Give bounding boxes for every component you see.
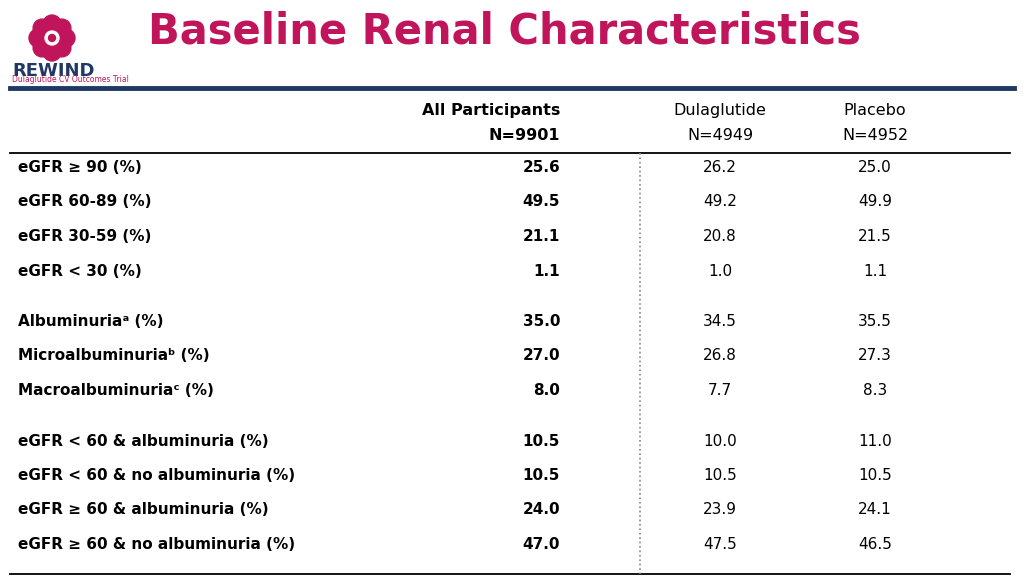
Circle shape [45, 31, 59, 45]
Text: 10.5: 10.5 [858, 468, 892, 483]
Text: Placebo: Placebo [844, 103, 906, 118]
Text: 27.0: 27.0 [522, 348, 560, 363]
Text: 1.0: 1.0 [708, 263, 732, 279]
Text: Macroalbuminuriaᶜ (%): Macroalbuminuriaᶜ (%) [18, 383, 214, 398]
Text: N=4949: N=4949 [687, 128, 753, 143]
Text: 20.8: 20.8 [703, 229, 737, 244]
Circle shape [40, 26, 63, 50]
Text: 25.0: 25.0 [858, 160, 892, 175]
Text: 21.5: 21.5 [858, 229, 892, 244]
Text: N=9901: N=9901 [488, 128, 560, 143]
Text: 26.2: 26.2 [703, 160, 737, 175]
Text: Dulaglutide: Dulaglutide [674, 103, 766, 118]
Circle shape [53, 19, 71, 37]
Text: N=4952: N=4952 [842, 128, 908, 143]
Circle shape [43, 15, 61, 33]
Text: Microalbuminuriaᵇ (%): Microalbuminuriaᵇ (%) [18, 348, 210, 363]
Text: eGFR ≥ 90 (%): eGFR ≥ 90 (%) [18, 160, 141, 175]
Text: eGFR < 60 & no albuminuria (%): eGFR < 60 & no albuminuria (%) [18, 468, 295, 483]
Text: 35.0: 35.0 [522, 314, 560, 329]
Text: 10.5: 10.5 [522, 434, 560, 449]
Text: eGFR 60-89 (%): eGFR 60-89 (%) [18, 195, 152, 210]
Circle shape [57, 29, 75, 47]
Text: 24.1: 24.1 [858, 502, 892, 517]
Text: 49.9: 49.9 [858, 195, 892, 210]
Text: eGFR 30-59 (%): eGFR 30-59 (%) [18, 229, 152, 244]
Text: 1.1: 1.1 [863, 263, 887, 279]
Text: 10.5: 10.5 [522, 468, 560, 483]
Text: All Participants: All Participants [422, 103, 560, 118]
Text: 24.0: 24.0 [522, 502, 560, 517]
Text: 7.7: 7.7 [708, 383, 732, 398]
Text: 34.5: 34.5 [703, 314, 737, 329]
Text: Dulaglutide CV Outcomes Trial: Dulaglutide CV Outcomes Trial [12, 75, 129, 84]
Text: 10.5: 10.5 [703, 468, 737, 483]
Text: Baseline Renal Characteristics: Baseline Renal Characteristics [148, 10, 861, 52]
Text: REWIND: REWIND [12, 62, 94, 80]
Text: 46.5: 46.5 [858, 537, 892, 552]
Text: 8.3: 8.3 [863, 383, 887, 398]
Text: 26.8: 26.8 [703, 348, 737, 363]
Text: eGFR ≥ 60 & albuminuria (%): eGFR ≥ 60 & albuminuria (%) [18, 502, 268, 517]
Circle shape [33, 39, 51, 57]
Text: eGFR < 60 & albuminuria (%): eGFR < 60 & albuminuria (%) [18, 434, 268, 449]
Text: 49.5: 49.5 [522, 195, 560, 210]
Text: 23.9: 23.9 [703, 502, 737, 517]
Text: eGFR ≥ 60 & no albuminuria (%): eGFR ≥ 60 & no albuminuria (%) [18, 537, 295, 552]
Text: Albuminuriaᵃ (%): Albuminuriaᵃ (%) [18, 314, 164, 329]
Text: 10.0: 10.0 [703, 434, 737, 449]
Text: eGFR < 30 (%): eGFR < 30 (%) [18, 263, 141, 279]
Text: 8.0: 8.0 [534, 383, 560, 398]
Circle shape [29, 29, 47, 47]
Text: 25.6: 25.6 [522, 160, 560, 175]
Circle shape [33, 19, 51, 37]
Circle shape [48, 35, 55, 41]
Text: 11.0: 11.0 [858, 434, 892, 449]
Text: 27.3: 27.3 [858, 348, 892, 363]
Text: 47.0: 47.0 [522, 537, 560, 552]
Text: 35.5: 35.5 [858, 314, 892, 329]
Text: 49.2: 49.2 [703, 195, 737, 210]
Circle shape [43, 43, 61, 61]
Text: 21.1: 21.1 [522, 229, 560, 244]
Circle shape [53, 39, 71, 57]
Text: 1.1: 1.1 [534, 263, 560, 279]
Text: 47.5: 47.5 [703, 537, 737, 552]
